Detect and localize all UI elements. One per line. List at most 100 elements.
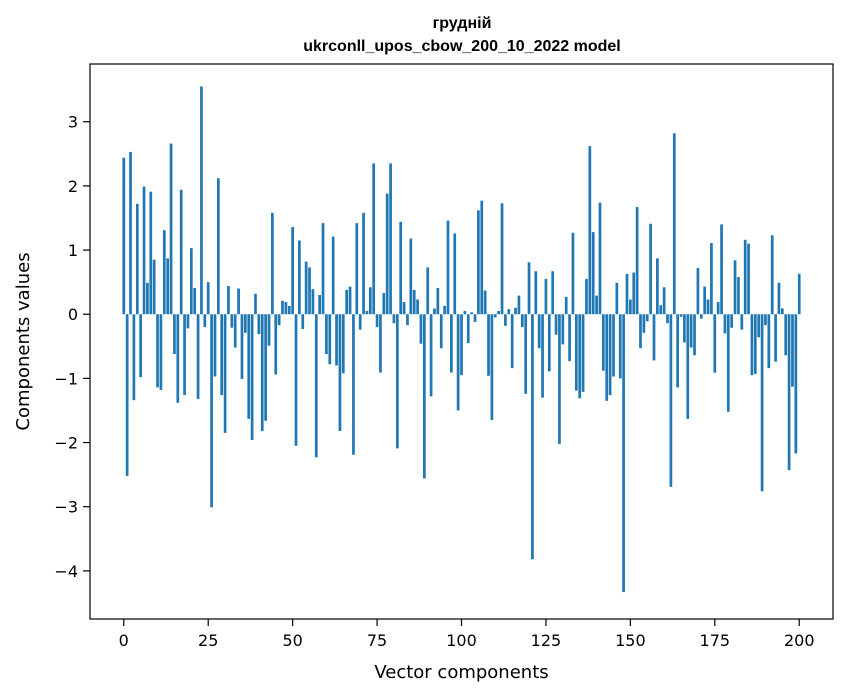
bar-35 [240,314,244,380]
bar-191 [767,314,771,369]
bar-34 [237,288,240,315]
bar-178 [723,314,727,334]
bar-185 [747,243,750,315]
bar-20 [189,248,193,315]
bar-66 [345,289,349,315]
bar-38 [250,314,254,440]
y-tick-label: 3 [68,113,78,132]
bar-187 [753,314,757,374]
bar-97 [450,314,453,373]
bar-32 [230,314,234,328]
bar-28 [216,178,220,315]
bar-163 [672,133,676,315]
bar-65 [341,314,345,374]
bar-80 [392,314,396,324]
bar-125 [544,278,548,315]
bar-124 [541,314,544,398]
bar-39 [254,293,257,315]
bar-141 [598,202,602,315]
x-tick-label: 25 [198,631,218,650]
bars-group [122,86,801,593]
bar-171 [699,314,703,319]
bar-88 [419,314,423,344]
bar-30 [223,314,227,433]
bar-60 [325,314,328,355]
bar-197 [787,314,791,471]
bar-98 [453,233,457,315]
bar-148 [622,314,625,593]
bar-183 [740,314,744,330]
bar-145 [612,314,615,377]
y-tick-label: −3 [54,498,78,517]
bar-173 [706,299,710,315]
x-tick-label: 0 [119,631,129,650]
bar-70 [358,314,362,330]
bar-44 [271,212,274,315]
bar-158 [656,258,659,315]
bar-128 [554,314,558,335]
bar-160 [662,287,666,315]
bar-17 [179,189,183,315]
bar-84 [406,314,409,326]
y-axis-label: Components values [13,252,34,430]
bar-75 [375,314,379,328]
bar-156 [649,223,652,315]
bar-119 [524,314,528,394]
bar-143 [605,314,609,401]
bar-64 [338,314,342,431]
bar-200 [797,273,801,315]
bar-108 [487,314,490,376]
y-tick-label: 1 [68,241,78,260]
bar-21 [193,287,197,315]
bar-138 [588,146,592,315]
bar-165 [679,314,683,317]
bar-170 [696,268,700,315]
bar-76 [379,314,382,373]
bar-36 [244,314,247,333]
bar-12 [162,230,166,315]
bar-91 [429,314,433,397]
bar-180 [730,314,734,328]
bar-131 [564,296,568,315]
bar-23 [200,86,203,315]
bar-95 [443,305,446,315]
bar-122 [534,271,538,315]
bar-162 [669,314,673,487]
bar-71 [362,212,365,315]
bar-2 [129,151,132,315]
bar-134 [574,314,578,391]
y-tick-label: 0 [68,305,78,324]
y-tick-label: 2 [68,177,78,196]
bar-79 [389,163,392,315]
bar-13 [166,258,170,315]
bar-81 [395,314,399,449]
bar-182 [737,277,740,315]
bar-149 [625,273,629,315]
bar-103 [470,312,473,315]
bar-19 [186,314,190,329]
y-tick-label: −2 [54,434,78,453]
bar-51 [294,314,298,446]
bar-45 [274,314,278,375]
bar-9 [152,259,156,315]
bar-190 [764,314,767,326]
bar-58 [318,294,321,315]
bar-179 [726,314,730,412]
bar-169 [693,314,696,356]
bar-69 [355,223,359,315]
bar-48 [284,302,288,315]
bar-85 [409,238,413,315]
bar-114 [507,309,511,315]
bar-52 [298,240,301,315]
bar-5 [139,314,143,378]
bar-42 [264,314,267,421]
bar-31 [227,286,230,315]
bar-93 [436,287,440,315]
bar-189 [760,314,764,492]
x-axis-ticks: 0 25 50 75 100 125 150 175 200 [119,619,815,650]
bar-3 [132,314,136,401]
bar-117 [517,295,521,315]
bar-120 [527,262,531,315]
bar-172 [703,286,707,315]
bar-155 [645,314,649,322]
